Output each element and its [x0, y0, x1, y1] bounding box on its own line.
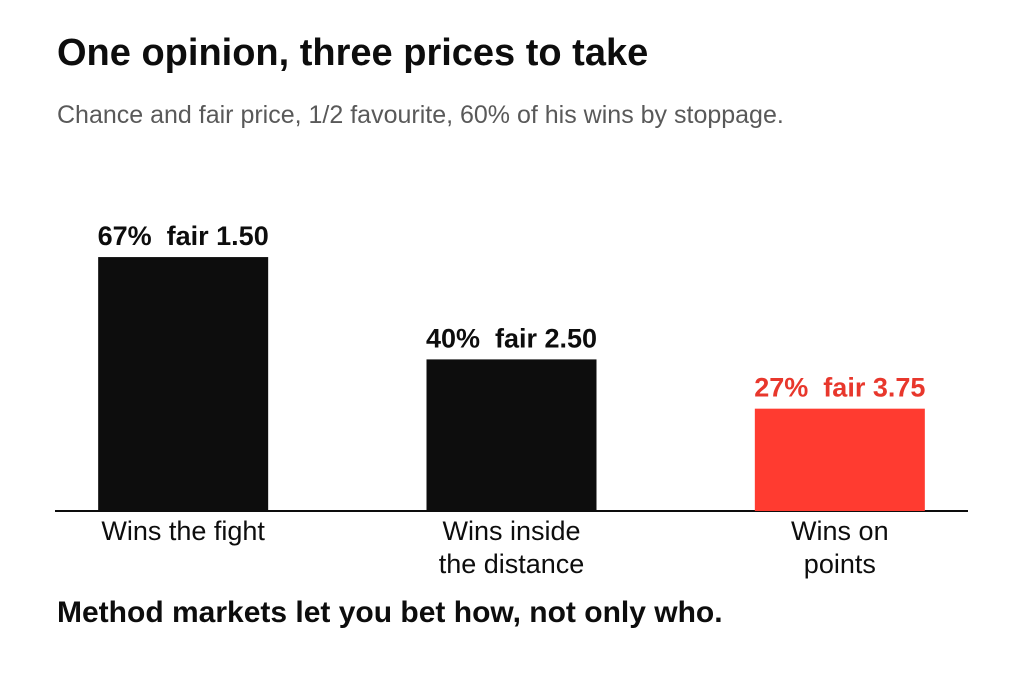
value-label: 67% fair 1.50: [98, 221, 269, 251]
bar: [426, 359, 597, 511]
bar: [754, 408, 925, 511]
bar: [98, 257, 269, 511]
annotation: Method markets let you bet how, not only…: [57, 596, 723, 629]
chart-title: One opinion, three prices to take: [57, 32, 649, 74]
x-tick-label: Wins the fight: [101, 516, 265, 546]
value-label: 27% fair 3.75: [754, 373, 925, 403]
value-label: 40% fair 2.50: [426, 323, 597, 353]
chart-subtitle: Chance and fair price, 1/2 favourite, 60…: [57, 101, 784, 129]
x-tick-label: Wins on points: [791, 516, 889, 579]
x-tick-label: Wins inside the distance: [438, 516, 585, 579]
